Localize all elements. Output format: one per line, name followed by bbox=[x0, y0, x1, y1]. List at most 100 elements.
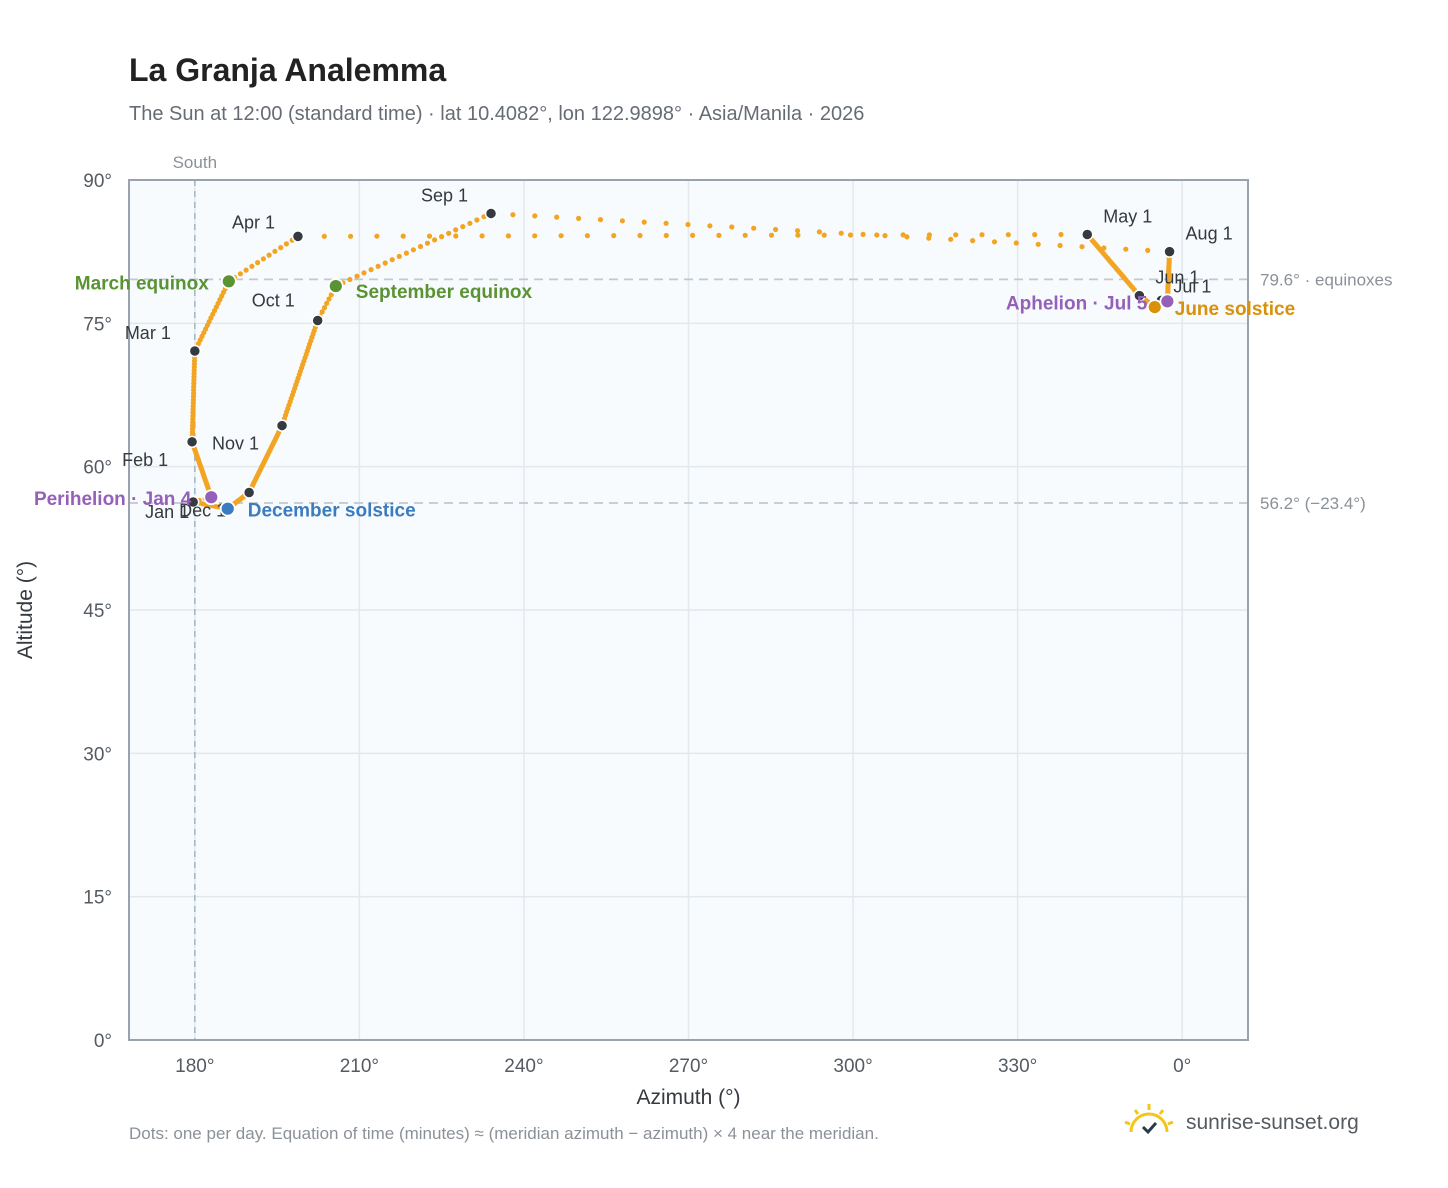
month-label: Jul 1 bbox=[1173, 276, 1211, 296]
daily-dot bbox=[882, 233, 888, 239]
daily-dot bbox=[453, 233, 459, 239]
x-tick-label: 180° bbox=[175, 1056, 214, 1077]
daily-dot bbox=[991, 239, 998, 245]
month-marker bbox=[275, 419, 289, 432]
daily-dot bbox=[382, 260, 388, 266]
month-marker bbox=[1133, 289, 1146, 302]
month-marker bbox=[186, 495, 200, 509]
month-label: May 1 bbox=[1103, 206, 1152, 226]
daily-dot bbox=[690, 232, 696, 238]
event-label: September equinox bbox=[356, 282, 533, 303]
daily-dot bbox=[474, 217, 480, 223]
daily-dot bbox=[1079, 244, 1085, 250]
month-marker bbox=[1081, 228, 1094, 241]
x-tick-label: 240° bbox=[504, 1056, 543, 1077]
month-label: Dec 1 bbox=[179, 500, 226, 520]
event-label: Perihelion · Jan 4 bbox=[34, 489, 192, 510]
daily-dot bbox=[400, 233, 406, 239]
y-tick-label: 75° bbox=[83, 314, 112, 335]
daily-dot bbox=[417, 243, 424, 250]
daily-dot bbox=[532, 233, 538, 239]
y-tick-label: 90° bbox=[83, 171, 112, 192]
daily-dot bbox=[948, 236, 954, 242]
plot-frame bbox=[128, 179, 1249, 1041]
daily-dot bbox=[970, 238, 976, 244]
chart-subtitle: The Sun at 12:00 (standard time) · lat 1… bbox=[129, 103, 865, 125]
daily-dot bbox=[1123, 246, 1129, 252]
daily-dot bbox=[505, 233, 511, 239]
daily-dot bbox=[467, 220, 473, 226]
month-marker bbox=[291, 230, 305, 243]
x-tick-label: 270° bbox=[669, 1056, 708, 1077]
daily-dot bbox=[619, 218, 626, 224]
event-marker bbox=[219, 500, 236, 517]
month-marker bbox=[242, 486, 256, 499]
daily-dot bbox=[1101, 245, 1107, 251]
daily-dot bbox=[375, 263, 381, 269]
daily-dot bbox=[361, 270, 367, 276]
daily-dot bbox=[1145, 247, 1151, 253]
reference-line-label: 56.2° (−23.4°) bbox=[1260, 494, 1366, 513]
daily-dot bbox=[663, 220, 669, 226]
daily-dot bbox=[328, 292, 334, 298]
month-marker bbox=[185, 435, 199, 449]
daily-dot bbox=[389, 257, 395, 263]
daily-dot bbox=[347, 276, 353, 283]
daily-dot bbox=[243, 267, 249, 273]
daily-dot bbox=[794, 228, 801, 234]
daily-dot bbox=[324, 300, 330, 306]
y-tick-label: 60° bbox=[83, 458, 112, 479]
y-tick-label: 15° bbox=[83, 888, 112, 909]
daily-dot bbox=[597, 217, 604, 223]
daily-dot bbox=[403, 250, 409, 256]
sun-check-icon bbox=[1122, 1102, 1176, 1143]
month-label: Mar 1 bbox=[125, 323, 171, 343]
daily-dot bbox=[532, 213, 538, 219]
y-tick-label: 30° bbox=[83, 744, 112, 765]
month-label: Aug 1 bbox=[1186, 224, 1233, 244]
month-label: Jan 1 bbox=[145, 502, 189, 522]
daily-dot bbox=[641, 219, 647, 225]
daily-dot bbox=[611, 233, 617, 239]
daily-dot bbox=[816, 229, 823, 235]
month-label: Nov 1 bbox=[212, 434, 259, 454]
daily-dot bbox=[249, 263, 255, 269]
daily-dot bbox=[283, 241, 289, 247]
daily-dot bbox=[446, 230, 452, 236]
daily-dot bbox=[1013, 240, 1019, 246]
daily-dot bbox=[237, 271, 243, 277]
daily-dot bbox=[278, 245, 284, 251]
daily-dot bbox=[874, 232, 880, 238]
daily-dot bbox=[453, 227, 459, 233]
daily-dot bbox=[838, 230, 844, 236]
x-tick-label: 0° bbox=[1173, 1056, 1191, 1077]
month-marker bbox=[188, 344, 202, 358]
y-tick-label: 45° bbox=[83, 601, 112, 622]
daily-dot bbox=[584, 233, 591, 239]
daily-dot bbox=[685, 221, 691, 228]
daily-dot bbox=[1032, 232, 1038, 238]
brand-name: sunrise-sunset.org bbox=[1186, 1110, 1359, 1134]
daily-dot bbox=[255, 260, 261, 266]
brand[interactable]: sunrise-sunset.org bbox=[1122, 1102, 1359, 1143]
x-axis-title: Azimuth (°) bbox=[636, 1086, 740, 1109]
daily-dot bbox=[707, 223, 713, 229]
daily-dot bbox=[795, 232, 801, 238]
footnote: Dots: one per day. Equation of time (min… bbox=[129, 1124, 879, 1143]
daily-dot bbox=[637, 232, 643, 239]
daily-dot bbox=[460, 224, 466, 230]
daily-dot bbox=[272, 248, 278, 254]
event-marker bbox=[1146, 299, 1163, 315]
month-label: Jun 1 bbox=[1155, 268, 1199, 288]
x-tick-label: 210° bbox=[340, 1056, 379, 1077]
daily-dot bbox=[374, 233, 380, 239]
daily-dot bbox=[558, 233, 564, 239]
daily-dot bbox=[396, 253, 402, 259]
event-marker bbox=[327, 278, 344, 294]
daily-dot bbox=[663, 232, 669, 239]
event-label: June solstice bbox=[1175, 299, 1295, 320]
daily-dot bbox=[266, 252, 272, 258]
month-marker bbox=[1163, 245, 1176, 258]
daily-dot bbox=[926, 235, 932, 241]
daily-dot bbox=[554, 214, 560, 220]
